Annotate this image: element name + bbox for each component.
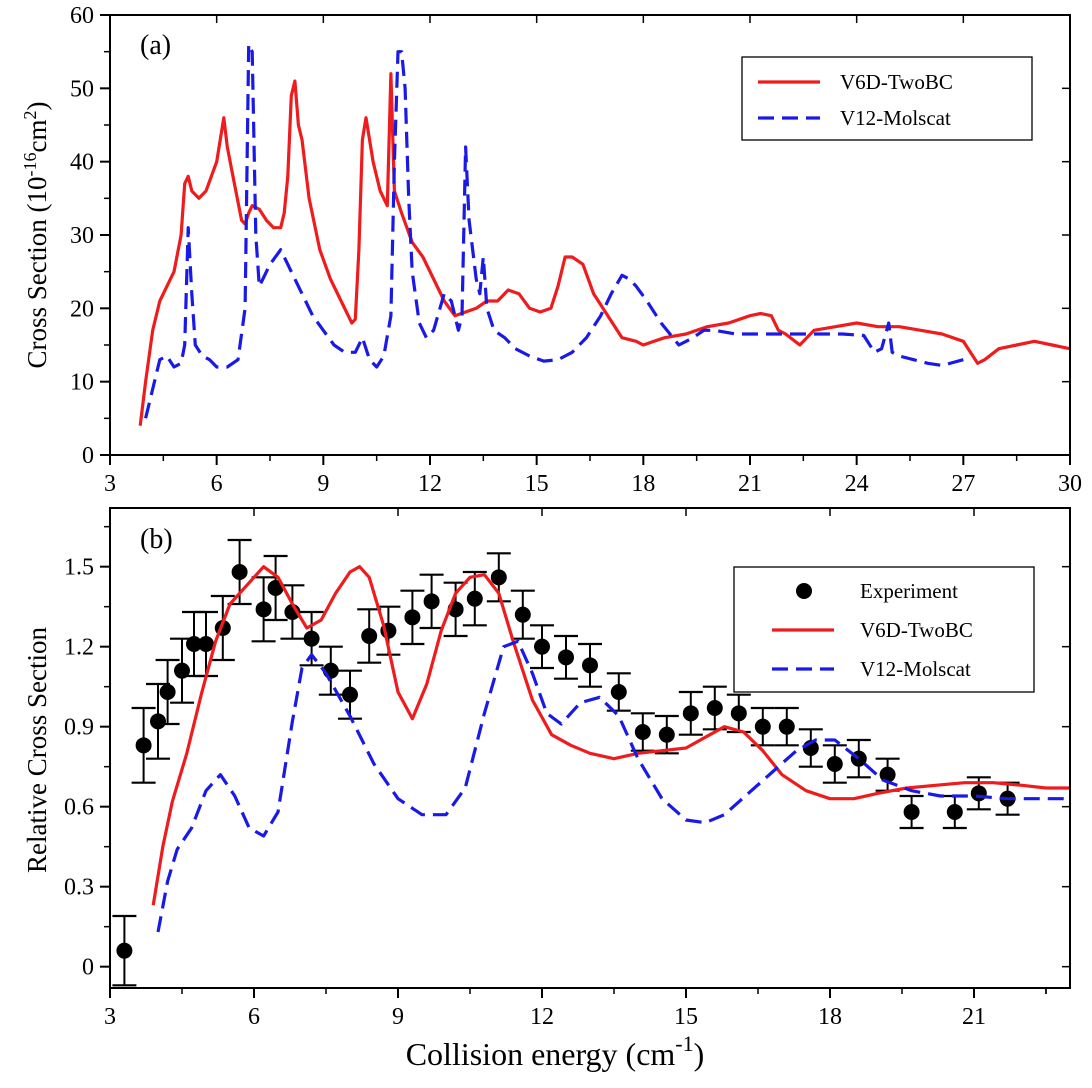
panel-a-x-tick-label: 15 [525, 471, 549, 497]
experiment-point [255, 601, 272, 618]
experiment-point [730, 705, 747, 722]
experiment-point [634, 724, 651, 740]
panel-b-ylabel: Relative Cross Section [22, 627, 52, 873]
panel-b-x-tick-label: 3 [104, 1004, 116, 1030]
panel-a-x-tick-label: 18 [631, 471, 655, 497]
panel-b-x-tick-label: 18 [818, 1004, 842, 1030]
panel-a-y-tick-label: 30 [70, 223, 94, 249]
panel-b-y-tick-label: 1.5 [64, 555, 94, 581]
experiment-point [558, 649, 574, 666]
experiment-point [610, 684, 627, 700]
panel-b-x-tick-label: 15 [674, 1004, 698, 1030]
experiment-point [116, 942, 133, 959]
panel-b-legend-label-v6d: V6D-TwoBC [860, 618, 973, 642]
experiment-point [778, 718, 795, 735]
experiment-point [423, 593, 440, 610]
panel-a-x-tick-label: 9 [317, 471, 329, 497]
panel-a-x-tick-label: 21 [738, 471, 762, 497]
panel-b-x-tick-label: 9 [392, 1004, 404, 1030]
experiment-point [582, 657, 598, 674]
panel-a-x-tick-label: 30 [1058, 471, 1082, 497]
panel-b-y-tick-label: 0.9 [64, 715, 94, 741]
experiment-point [754, 718, 771, 735]
panel-a-legend-label-v12: V12-Molscat [840, 106, 951, 130]
panel-a-y-tick-label: 50 [70, 76, 94, 102]
panel-a-legend-label-v6d: V6D-TwoBC [840, 70, 953, 94]
experiment-point [361, 628, 378, 644]
panel-a-legend: V6D-TwoBC V12-Molscat [741, 56, 1033, 141]
experiment-point [490, 569, 507, 586]
panel-a-y-tick-label: 0 [82, 443, 94, 469]
panel-a-series-v6d-twobc [138, 72, 1070, 426]
experiment-point [267, 580, 284, 596]
panel-a-x-tick-label: 6 [211, 471, 223, 497]
experiment-point [946, 804, 963, 820]
experiment-point [174, 662, 190, 679]
panel-a-x-tick-label: 27 [951, 471, 975, 497]
panel-a-axes: 3 6 9 12 15 18 21 24 27 30 0 10 20 30 40 50 60 [70, 3, 1082, 497]
panel-a-y-tick-label: 60 [70, 3, 94, 29]
panel-a-legend-box [741, 56, 1033, 141]
experiment-point [826, 756, 843, 772]
panel-a-label: (a) [140, 30, 171, 61]
experiment-point [198, 636, 214, 652]
panel-b-y-tick-label: 1.2 [64, 635, 94, 661]
panel-a-x-tick-label: 12 [418, 471, 442, 497]
panel-b-legend: Experiment V6D-TwoBC V12-Molscat [733, 566, 1035, 693]
panel-a-y-tick-label: 20 [70, 296, 94, 322]
panel-b-frame [109, 507, 1071, 989]
panel-a-x-tick-label: 24 [845, 471, 869, 497]
experiment-point [903, 804, 920, 820]
experiment-point [150, 713, 166, 730]
panel-b-y-tick-label: 0.3 [64, 875, 94, 901]
panel-b-xlabel: Collision energy (cm-1) [406, 1031, 705, 1072]
panel-b-y-tick-label: 0.6 [64, 795, 94, 821]
experiment-point [706, 700, 723, 716]
panel-b-y-tick-label: 0 [82, 955, 94, 981]
experiment-point [514, 606, 531, 623]
experiment-point [159, 684, 176, 700]
panel-a-x-tick-label: 3 [104, 471, 116, 497]
experiment-point [186, 636, 202, 652]
panel-a-series-v12-molscat [144, 42, 964, 419]
experiment-point [135, 737, 152, 754]
panel-b: 3 6 9 12 15 18 21 0 0.3 0.6 0.9 1.2 1.5 (b) Relative… [22, 507, 1071, 1072]
panel-a-ylabel: Cross Section (10-16cm2) [20, 102, 52, 369]
panel-b-x-tick-label: 6 [248, 1004, 260, 1030]
panel-b-legend-label-v12: V12-Molscat [860, 657, 971, 681]
panel-a-y-tick-label: 10 [70, 370, 94, 396]
panel-b-x-tick-label: 21 [962, 1004, 986, 1030]
panel-b-series-v6d-twobc [151, 565, 1070, 906]
experiment-point [404, 609, 421, 626]
experiment-point [658, 726, 675, 743]
panel-b-legend-swatch-experiment [796, 583, 812, 599]
experiment-point [534, 638, 550, 655]
experiment-point [970, 785, 987, 802]
experiment-point [231, 564, 248, 580]
panel-b-x-tick-label: 12 [530, 1004, 554, 1030]
experiment-point [682, 705, 699, 722]
panel-a-plot-area [138, 42, 1070, 426]
panel-a-y-tick-label: 40 [70, 150, 94, 176]
panel-b-series-v12-molscat [156, 639, 1070, 933]
experiment-point [466, 590, 483, 607]
panel-b-label: (b) [140, 524, 173, 555]
panel-b-axes: 3 6 9 12 15 18 21 0 0.3 0.6 0.9 1.2 1.5 [64, 508, 1070, 1030]
experiment-point [342, 686, 358, 703]
experiment-point [303, 630, 320, 647]
panel-b-plot-area [112, 538, 1070, 987]
panel-b-legend-label-experiment: Experiment [860, 579, 958, 603]
panel-a: 3 6 9 12 15 18 21 24 27 30 0 10 20 30 40 50 60 (a) Cross… [20, 3, 1082, 497]
